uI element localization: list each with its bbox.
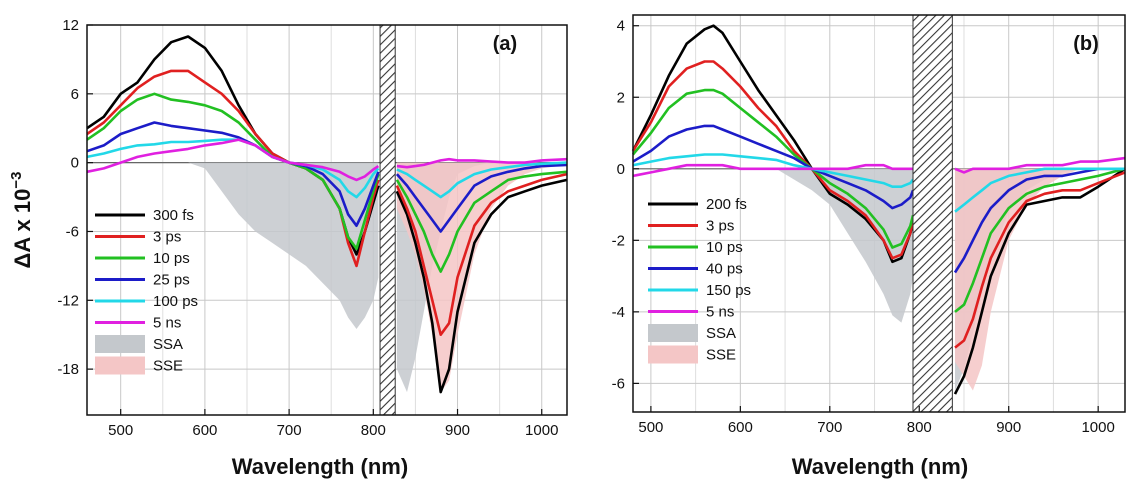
series-5-ns-line [86, 138, 380, 182]
legend-swatch [95, 356, 145, 375]
x-tick-label: 800 [361, 422, 386, 439]
series-100-ps-line [396, 161, 568, 199]
x-tick-label: 700 [277, 422, 302, 439]
series-ssa-area [633, 168, 913, 323]
plot-frame [632, 14, 1126, 413]
y-tick-label: -6 [66, 223, 79, 240]
legend-swatch [648, 324, 698, 342]
series-300-fs-line [395, 178, 568, 394]
x-tick-label: 1000 [525, 422, 558, 439]
legend-label: 100 ps [153, 293, 198, 310]
legend-label: 5 ns [153, 315, 181, 332]
y-tick-label: 2 [617, 89, 625, 106]
legend-label: SSA [153, 336, 183, 353]
series-3-ps-line [954, 171, 1126, 349]
x-tick-label: 1000 [1081, 419, 1114, 436]
series-150-ps-line [632, 153, 915, 188]
y-tick-label: 0 [617, 161, 625, 178]
series-5-ns-line [632, 163, 913, 178]
legend-label: 25 ps [153, 272, 190, 289]
legend-label: 3 ps [706, 218, 734, 235]
y-tick-label: 0 [71, 155, 79, 172]
series-200-fs-line [631, 24, 915, 264]
excluded-region-band [912, 14, 953, 413]
x-tick-label: 700 [817, 419, 842, 436]
y-axis-label-exponent: −3 [8, 172, 25, 189]
legend-label: 150 ps [706, 282, 751, 299]
series-150-ps-line [954, 167, 1125, 213]
series-25-ps-line [395, 163, 568, 233]
series-layer [86, 24, 568, 416]
series-5-ns-line [396, 157, 568, 169]
legend-label: 300 fs [153, 207, 194, 224]
y-tick-label: 12 [62, 17, 79, 34]
plot-frame [86, 24, 568, 416]
x-axis-label: Wavelength (nm) [232, 454, 408, 479]
axis-ticks: 500 600 700 800 900 1000 -18 -12 -6 0 6 12 [57, 17, 558, 439]
x-tick-label: 500 [638, 419, 663, 436]
y-tick-label: -18 [57, 361, 79, 378]
x-tick-label: 900 [445, 422, 470, 439]
y-tick-label: 4 [617, 18, 625, 35]
legend-label: 10 ps [153, 250, 190, 267]
excluded-region-band [379, 24, 396, 416]
legend-label: SSA [706, 325, 736, 342]
legend: 300 fs 3 ps 10 ps 25 ps 100 ps 5 ns SSA SSE [95, 207, 198, 375]
y-tick-label: 6 [71, 86, 79, 103]
series-10-ps-line [395, 170, 568, 273]
legend-label: 40 ps [706, 261, 743, 278]
x-tick-label: 500 [108, 422, 133, 439]
series-10-ps-line [954, 167, 1126, 313]
x-tick-label: 900 [996, 419, 1021, 436]
axis-ticks: 500 600 700 800 900 1000 -6 -4 -2 0 2 4 [612, 18, 1115, 436]
series-ssa-area [87, 162, 379, 329]
y-tick-label: -12 [57, 292, 79, 309]
legend-swatch [95, 335, 145, 353]
y-tick-label: -4 [612, 304, 625, 321]
series-40-ps-line [632, 124, 915, 210]
y-tick-label: -2 [612, 232, 625, 249]
series-3-ps-line [631, 60, 915, 260]
legend-label: 5 ns [706, 304, 734, 321]
panel-label: (a) [493, 33, 517, 55]
legend-label: 10 ps [706, 239, 743, 256]
legend-label: SSE [153, 358, 183, 375]
panel-a: 300 fs 3 ps 10 ps 25 ps 100 ps 5 ns SSA SSE 500… [8, 17, 568, 479]
series-40-ps-line [953, 167, 1125, 274]
legend: 200 fs 3 ps 10 ps 40 ps 150 ps 5 ns SSA SSE [648, 196, 751, 364]
panel-b: 200 fs 3 ps 10 ps 40 ps 150 ps 5 ns SSA SSE 500… [612, 14, 1126, 479]
series-5-ns-line [954, 156, 1126, 174]
y-tick-label: -6 [612, 375, 625, 392]
legend-swatch [648, 345, 698, 364]
panel-label: (b) [1073, 33, 1099, 55]
legend-label: 3 ps [153, 229, 181, 246]
series-3-ps-line [395, 172, 568, 337]
x-tick-label: 600 [192, 422, 217, 439]
series-layer [631, 14, 1126, 413]
series-10-ps-line [632, 88, 915, 249]
series-200-fs-line [953, 167, 1126, 395]
series-10-ps-line [86, 92, 380, 250]
y-axis-label-main: ΔA x 10 [10, 189, 35, 269]
x-tick-label: 800 [907, 419, 932, 436]
legend-label: SSE [706, 347, 736, 364]
series-3-ps-line [86, 69, 380, 268]
legend-label: 200 fs [706, 196, 747, 213]
x-axis-label: Wavelength (nm) [792, 454, 968, 479]
y-axis-label: ΔA x 10−3 [8, 172, 35, 269]
x-tick-label: 600 [728, 419, 753, 436]
